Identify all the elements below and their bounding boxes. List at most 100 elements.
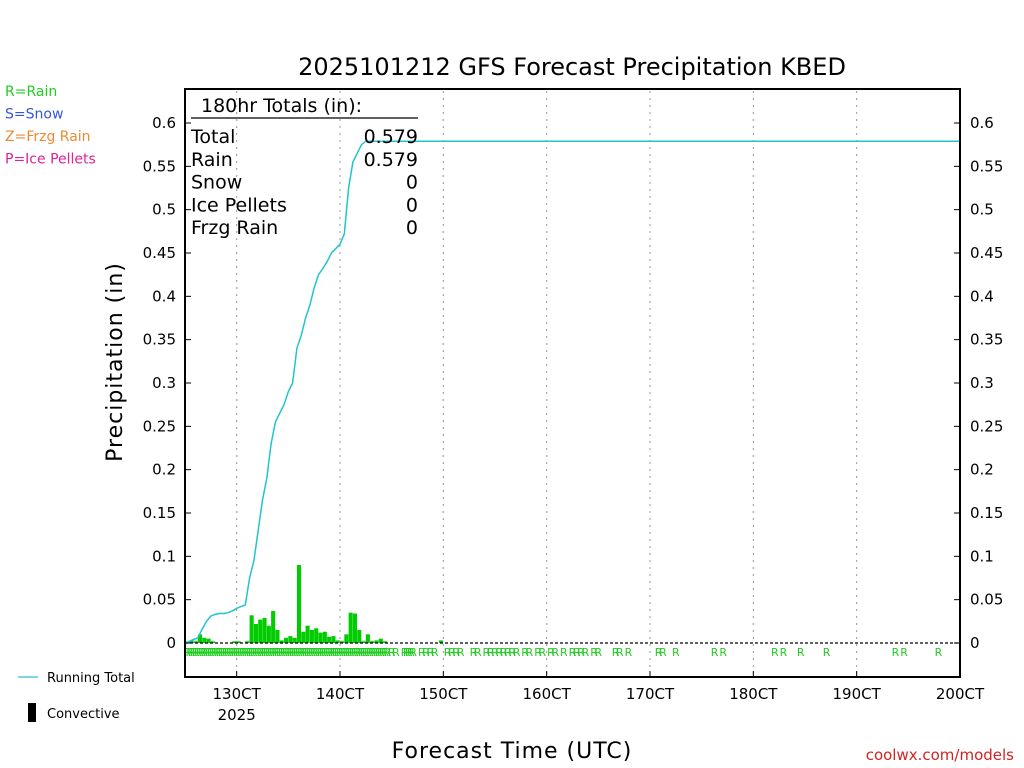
precip-type-mark: R: [263, 646, 271, 659]
totals-box: 180hr Totals (in): Total 0.579 Rain 0.579 Sno…: [190, 95, 418, 239]
y-tick-label-right: 0.2: [970, 461, 994, 479]
precip-bar: [232, 641, 237, 643]
grid-lines: [236, 91, 858, 675]
precip-type-mark: R: [504, 646, 512, 659]
precip-bar: [202, 637, 207, 643]
y-tick-label: 0.15: [143, 504, 176, 522]
x-tick-label: 190CT: [833, 685, 882, 703]
y-tick-label: 0.45: [143, 244, 176, 262]
y-axis-right: 0 0.05 0.1 0.15 0.2 0.25 0.3 0.35 0.4 0.45 0.5 0.55…: [954, 114, 1003, 652]
precip-type-mark: R: [241, 646, 249, 659]
precip-type-mark: R: [381, 646, 389, 659]
precip-type-mark: R: [345, 646, 353, 659]
precip-type-mark: R: [278, 646, 286, 659]
y-tick-label: 0.55: [143, 157, 176, 175]
precip-type-mark: R: [196, 646, 204, 659]
precip-type-mark: R: [427, 646, 435, 659]
totals-row-label: Ice Pellets: [191, 194, 287, 216]
totals-row-label: Snow: [191, 172, 242, 194]
y-tick-label: 0.05: [143, 591, 176, 609]
y-tick-label: 0.5: [152, 201, 176, 219]
precip-type-mark: R: [711, 646, 719, 659]
precip-type-mark: R: [384, 646, 392, 659]
y-tick-label-right: 0.35: [970, 331, 1003, 349]
precip-type-mark: R: [244, 646, 252, 659]
precip-type-mark: R: [285, 646, 293, 659]
precip-bar: [322, 631, 327, 643]
precip-type-mark: R: [297, 646, 305, 659]
y-tick-label-right: 0.5: [970, 201, 994, 219]
precip-type-mark: R: [457, 646, 465, 659]
y-tick-label-right: 0.45: [970, 244, 1003, 262]
precip-bar: [210, 641, 215, 643]
precip-type-mark: R: [306, 646, 314, 659]
precip-type-mark: R: [431, 646, 439, 659]
precip-type-mark: R: [222, 646, 230, 659]
totals-row-label: Frzg Rain: [191, 217, 278, 239]
precip-type-legend: R=Rain S=Snow Z=Frzg Rain P=Ice Pellets: [5, 84, 96, 168]
precip-type-mark: R: [237, 646, 245, 659]
precip-type-mark: R: [625, 646, 633, 659]
precip-bar: [301, 631, 306, 643]
running-total-line: [184, 140, 960, 644]
precip-type-mark: R: [358, 646, 366, 659]
totals-row-label: Rain: [191, 149, 233, 171]
precip-type-mark: R: [655, 646, 663, 659]
running-total-legend-label: Running Total: [47, 671, 135, 686]
precip-type-mark: R: [343, 646, 351, 659]
precip-type-mark: R: [513, 646, 521, 659]
totals-row-value: 0: [406, 217, 418, 239]
precip-type-mark: R: [250, 646, 258, 659]
convective-legend-swatch: [28, 703, 36, 722]
precip-bar: [189, 640, 194, 643]
y-tick-label-right: 0.25: [970, 417, 1003, 435]
y-tick-label-right: 0.1: [970, 547, 994, 565]
precip-type-mark: R: [351, 646, 359, 659]
precip-type-mark: R: [560, 646, 568, 659]
precip-bar: [262, 617, 267, 643]
precip-type-mark: R: [534, 646, 542, 659]
precip-type-mark: R: [539, 646, 547, 659]
precip-type-mark: R: [295, 646, 303, 659]
type-legend-item: S=Snow: [5, 107, 63, 123]
precip-type-mark: R: [252, 646, 260, 659]
precip-type-mark: R: [213, 646, 221, 659]
precip-bar: [439, 640, 444, 643]
precip-type-mark: R: [334, 646, 342, 659]
y-tick-label-right: 0.6: [970, 114, 994, 132]
precip-type-mark: R: [317, 646, 325, 659]
precip-bar: [249, 615, 254, 643]
x-tick-label: 140CT: [316, 685, 365, 703]
precip-type-mark: R: [280, 646, 288, 659]
type-legend-item: P=Ice Pellets: [5, 152, 96, 168]
precip-bar: [296, 565, 302, 643]
precip-bar: [253, 623, 258, 643]
precip-bar: [314, 628, 319, 643]
y-tick-label-right: 0.05: [970, 591, 1003, 609]
precip-type-mark: R: [595, 646, 603, 659]
precip-type-mark: R: [321, 646, 329, 659]
convective-legend-label: Convective: [47, 707, 120, 722]
precip-type-mark: R: [246, 646, 254, 659]
precip-bars: [189, 565, 444, 643]
precip-type-mark: R: [347, 646, 355, 659]
precip-type-mark: R: [259, 646, 267, 659]
precip-type-mark: R: [269, 646, 277, 659]
precip-type-marks: RRRRRRRRRRRRRRRRRRRRRRRRRRRRRRRRRRRRRRRR…: [183, 646, 942, 659]
precip-type-mark: R: [401, 646, 409, 659]
precip-type-mark: R: [319, 646, 327, 659]
precip-type-mark: R: [444, 646, 452, 659]
precip-type-mark: R: [780, 646, 788, 659]
x-tick-label: 200CT: [936, 685, 985, 703]
precip-type-mark: R: [274, 646, 282, 659]
precip-bar: [206, 638, 211, 643]
precip-type-mark: R: [407, 646, 415, 659]
precip-type-mark: R: [302, 646, 310, 659]
precip-type-mark: R: [547, 646, 555, 659]
precip-bar: [236, 641, 241, 643]
precip-bar: [374, 640, 379, 643]
precip-type-mark: R: [935, 646, 943, 659]
precip-bar: [361, 641, 366, 643]
precip-type-mark: R: [261, 646, 269, 659]
